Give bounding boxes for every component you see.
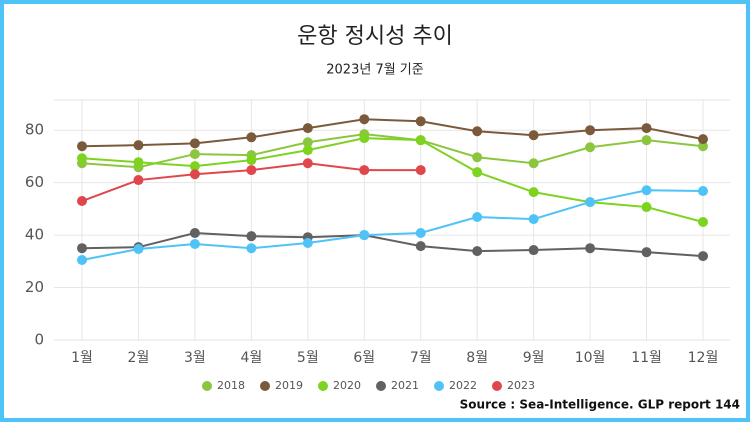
x-tick-label: 12월 <box>688 350 719 366</box>
x-tick-label: 7월 <box>410 350 432 366</box>
legend-swatch <box>376 381 386 391</box>
point <box>246 231 257 242</box>
point <box>359 165 370 176</box>
point <box>472 152 483 163</box>
legend-swatch <box>318 381 328 391</box>
y-tick-label: 60 <box>25 173 44 191</box>
point <box>77 243 87 254</box>
legend-swatch <box>492 381 502 391</box>
point <box>189 228 200 239</box>
point <box>415 241 426 252</box>
series-line <box>81 133 704 169</box>
point <box>246 132 257 143</box>
point <box>415 165 426 176</box>
point <box>528 214 539 225</box>
point <box>302 237 313 248</box>
point <box>472 246 483 257</box>
point <box>528 187 539 198</box>
point <box>641 185 652 196</box>
x-tick-label: 11월 <box>631 350 662 366</box>
legend-swatch <box>202 381 212 391</box>
point <box>415 228 426 239</box>
legend-swatch <box>434 381 444 391</box>
point <box>585 197 596 208</box>
point <box>698 186 708 197</box>
x-tick-label: 6월 <box>353 350 375 366</box>
point <box>189 138 200 149</box>
y-tick-label: 20 <box>25 278 44 296</box>
point <box>302 137 313 148</box>
point <box>189 149 200 160</box>
point <box>77 141 87 152</box>
y-tick-label: 0 <box>34 331 44 349</box>
point <box>77 196 87 207</box>
source: Source : Sea-Intelligence. GLP report 14… <box>460 398 740 412</box>
point <box>246 165 257 176</box>
point <box>189 169 200 180</box>
x-tick-label: 1월 <box>71 350 93 366</box>
legend-label: 2018 <box>217 379 245 392</box>
point <box>585 243 596 254</box>
series-line <box>81 232 704 258</box>
x-tick-label: 4월 <box>240 350 262 366</box>
x-tick-label: 3월 <box>184 350 206 366</box>
series-line <box>81 189 704 262</box>
point <box>528 158 539 169</box>
point <box>133 175 144 186</box>
point <box>698 217 708 227</box>
x-tick-label: 5월 <box>297 350 319 366</box>
x-tick-label: 9월 <box>523 350 545 366</box>
point <box>585 142 596 153</box>
legend-label: 2020 <box>333 379 361 392</box>
point <box>472 167 483 178</box>
point <box>472 126 483 137</box>
series-line <box>81 137 704 223</box>
point <box>528 130 539 141</box>
point <box>698 134 708 145</box>
x-tick-label: 8월 <box>466 350 488 366</box>
point <box>585 125 596 136</box>
legend-label: 2023 <box>507 379 535 392</box>
point <box>133 140 144 151</box>
point <box>698 141 708 152</box>
point <box>641 135 652 146</box>
point <box>415 135 426 146</box>
point <box>133 157 144 168</box>
point <box>641 247 652 258</box>
point <box>359 230 370 241</box>
legend-label: 2019 <box>275 379 303 392</box>
point <box>302 158 313 169</box>
point <box>698 251 708 262</box>
point <box>641 202 652 213</box>
legend-swatch <box>260 381 270 391</box>
point <box>189 239 200 250</box>
x-tick-label: 10월 <box>575 350 606 366</box>
point <box>641 123 652 134</box>
chart-subtitle: 2023년 7월 기준 <box>326 63 423 78</box>
point <box>246 243 257 254</box>
point <box>359 114 370 125</box>
point <box>528 245 539 256</box>
chart-title: 운항 정시성 추이 <box>297 24 453 49</box>
point <box>77 153 87 164</box>
point <box>302 145 313 156</box>
legend-label: 2021 <box>391 379 419 392</box>
y-tick-label: 80 <box>25 121 44 139</box>
point <box>415 116 426 127</box>
point <box>189 161 200 172</box>
point <box>302 123 313 134</box>
point <box>472 212 483 223</box>
point <box>133 244 144 255</box>
point <box>246 155 257 166</box>
legend-label: 2022 <box>449 379 477 392</box>
point <box>359 133 370 144</box>
y-tick-label: 40 <box>25 226 44 244</box>
point <box>77 255 87 266</box>
x-tick-label: 2월 <box>128 350 150 366</box>
series-line <box>81 118 704 148</box>
